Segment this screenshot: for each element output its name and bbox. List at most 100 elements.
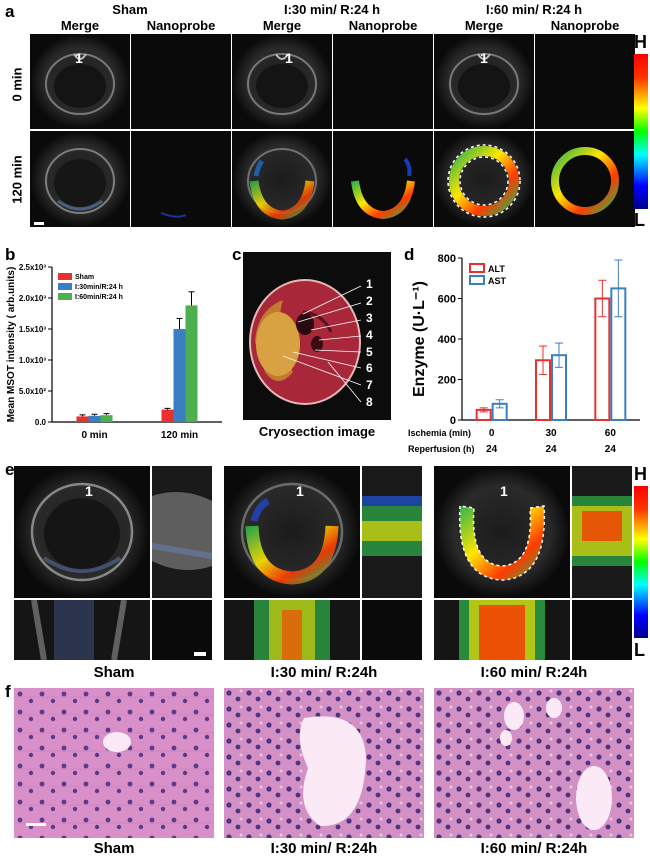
msot-3d-sham-coronal — [14, 600, 150, 660]
msot-3d-sham-blank — [152, 600, 212, 660]
landmark-label: 1 — [480, 50, 488, 66]
y-tick-label: 5.0x10² — [19, 387, 46, 396]
legend-label: I:60min/R:24 h — [75, 294, 123, 301]
cryosection-caption: Cryosection image — [258, 424, 376, 439]
msot-3d-i30-coronal — [224, 600, 360, 660]
colorbar-low-label: L — [634, 210, 645, 230]
msot-image-i60-merge-120min — [434, 131, 534, 227]
msot-image-sham-merge-120min — [30, 131, 130, 227]
legend-label: AST — [488, 276, 507, 286]
y-axis-label: Enzyme (U·L⁻¹) — [411, 281, 428, 397]
cryosection-number: 8 — [366, 395, 373, 409]
y-tick-label: 0.0 — [35, 418, 47, 427]
x-tick-label-ischemia: 60 — [605, 428, 617, 439]
column-header-merge: Merge — [262, 18, 302, 33]
colorbar-high-label: H — [634, 32, 647, 52]
row-label-0min: 0 min — [9, 67, 25, 102]
chart-b-svg: 0.0 5.0x10² 1.0x10³ 1.5x10³ 2.0x10³ 2.5x10³Me… — [6, 263, 222, 441]
landmark-label: 1 — [285, 50, 293, 66]
cryosection-number: 4 — [366, 328, 373, 342]
colorbar — [634, 54, 648, 209]
landmark-label: 1 — [500, 483, 508, 499]
msot-3d-i30-blank — [362, 600, 422, 660]
legend-label: I:30min/R:24 h — [75, 284, 123, 291]
chart-b: 0.0 5.0x10² 1.0x10³ 1.5x10³ 2.0x10³ 2.5x10³ Me… — [0, 255, 230, 450]
column-header-nanoprobe: Nanoprobe — [550, 18, 620, 33]
x-tick-label-reperfusion: 24 — [605, 444, 617, 455]
landmark-label: 1 — [75, 50, 83, 66]
x-tick-label: 0 min — [81, 430, 107, 441]
cryosection-number: 7 — [366, 378, 373, 392]
x-tick-label-ischemia: 0 — [489, 428, 495, 439]
group-caption-sham: Sham — [93, 840, 135, 857]
bar — [173, 329, 186, 422]
bar — [100, 415, 113, 422]
cryosection-number: 3 — [366, 311, 373, 325]
y-tick-label: 600 — [438, 294, 456, 306]
msot-image-i60-merge-0min — [434, 34, 534, 129]
legend-label: ALT — [488, 264, 505, 274]
x-tick-label-ischemia: 30 — [545, 428, 557, 439]
chart-d: 0 200 400 600 800 Enzyme (U·L⁻¹) ALT AST Ischemi… — [404, 250, 650, 460]
landmark-label: 1 — [296, 483, 304, 499]
msot-image-sham-nanoprobe-120min — [131, 131, 231, 227]
colorbar — [634, 486, 648, 638]
legend-swatch — [469, 263, 485, 273]
y-tick-label: 800 — [438, 253, 456, 265]
colorbar-high-label: H — [634, 464, 647, 484]
panel-d-label: d — [404, 245, 415, 264]
group-caption-i30: I:30 min/ R:24h — [270, 664, 378, 681]
msot-3d-i60-blank — [572, 600, 632, 660]
legend-swatch — [58, 293, 72, 300]
y-tick-label: 0 — [450, 415, 456, 427]
x-tick-label: 120 min — [161, 430, 198, 441]
legend-swatch — [58, 273, 72, 280]
msot-image-i30-nanoprobe-0min — [333, 34, 433, 129]
bar — [88, 415, 101, 422]
column-header-nanoprobe: Nanoprobe — [348, 18, 418, 33]
group-caption-i30: I:30 min/ R:24h — [270, 840, 378, 857]
bar — [76, 416, 89, 422]
column-header-merge: Merge — [60, 18, 100, 33]
bar — [185, 305, 198, 422]
msot-3d-i30-axial — [224, 466, 360, 598]
panel-a-label: a — [5, 2, 15, 21]
bar — [161, 409, 174, 422]
panel-b-label: b — [5, 245, 16, 264]
msot-3d-i60-axial — [434, 466, 570, 598]
y-tick-label: 2.5x10³ — [19, 263, 46, 272]
group-title-sham: Sham — [112, 2, 148, 17]
panel-f-label: f — [5, 682, 11, 701]
colorbar-low-label: L — [634, 640, 645, 660]
group-title-i60: I:60 min/ R:24 h — [485, 2, 583, 17]
msot-3d-sham-sagittal — [152, 466, 212, 598]
x-tick-label-reperfusion: 24 — [545, 444, 557, 455]
msot-3d-i60-sagittal — [572, 466, 632, 598]
group-caption-sham: Sham — [93, 664, 135, 681]
panel-c-label: c — [232, 245, 242, 264]
msot-3d-sham-axial — [14, 466, 150, 598]
msot-3d-i60-coronal — [434, 600, 570, 660]
msot-image-sham-merge-0min — [30, 34, 130, 129]
scale-bar — [34, 222, 44, 225]
histology-image-i60 — [434, 688, 634, 838]
row-label-reperfusion: Reperfusion (h) — [408, 444, 475, 454]
msot-image-i30-nanoprobe-120min — [333, 131, 433, 227]
cryosection-number: 1 — [366, 277, 373, 291]
y-axis-label: Mean MSOT intensity ( arb.units) — [6, 267, 17, 423]
histology-image-i30 — [224, 688, 424, 838]
legend-swatch — [58, 283, 72, 290]
cryosection-number: 5 — [366, 345, 373, 359]
legend-label: Sham — [75, 274, 94, 281]
landmark-label: 1 — [85, 483, 93, 499]
row-label-ischemia: Ischemia (min) — [408, 428, 471, 438]
msot-image-i30-merge-0min — [232, 34, 332, 129]
y-tick-label: 1.0x10³ — [19, 356, 46, 365]
msot-image-sham-nanoprobe-0min — [131, 34, 231, 129]
x-tick-label-reperfusion: 24 — [486, 444, 498, 455]
panel-e-label: e — [5, 460, 15, 479]
histology-image-sham — [14, 688, 214, 838]
group-title-i30: I:30 min/ R:24 h — [283, 2, 381, 17]
cryosection-image — [243, 252, 391, 420]
